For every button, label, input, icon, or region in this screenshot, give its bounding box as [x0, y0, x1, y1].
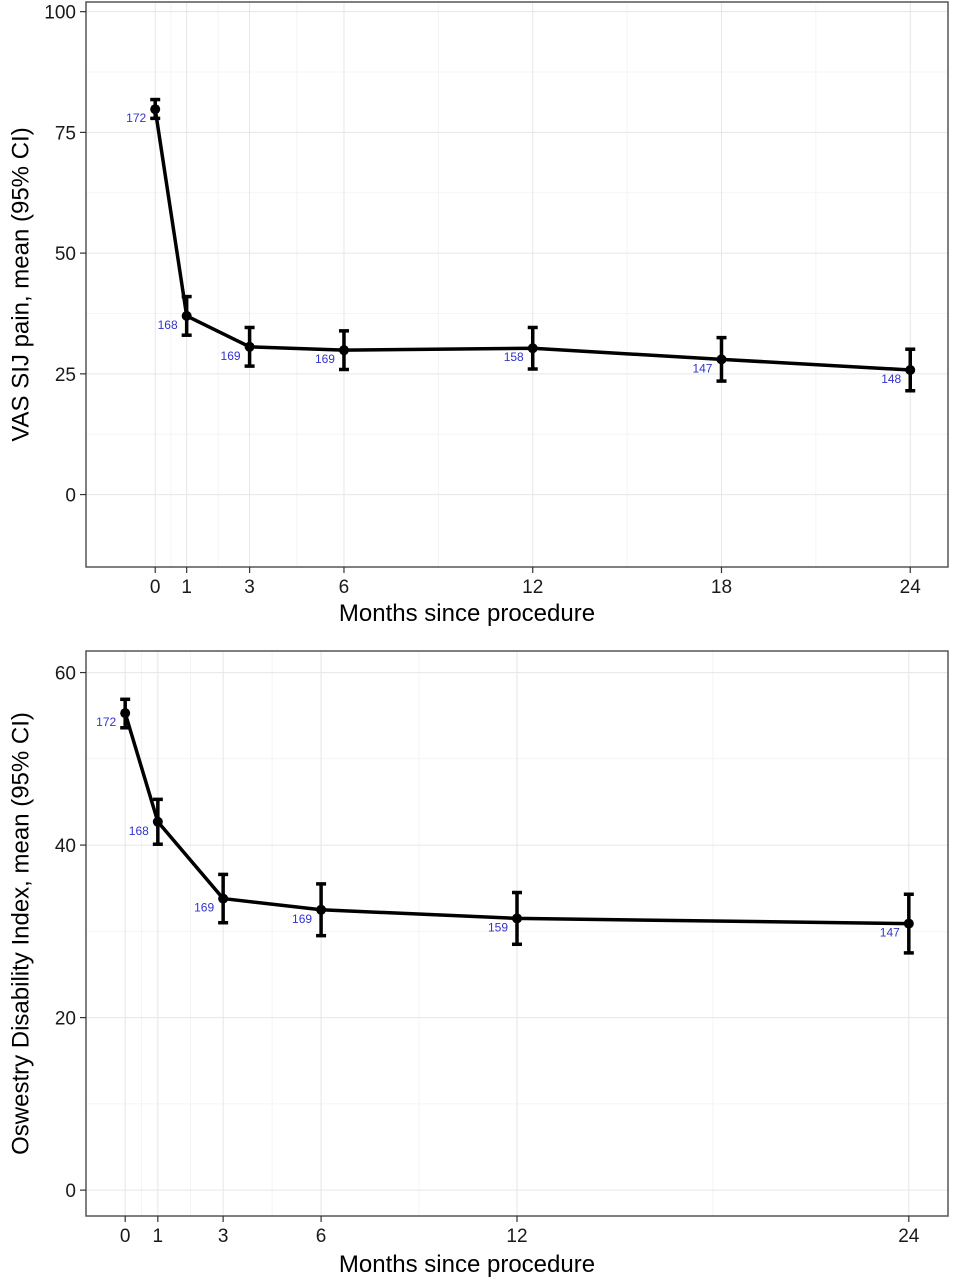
data-point	[338, 345, 349, 356]
x-tick-label: 1	[181, 577, 192, 598]
y-tick-label: 20	[55, 1009, 76, 1030]
y-tick-label: 100	[44, 3, 76, 24]
data-point	[218, 893, 229, 904]
data-point	[152, 816, 163, 827]
x-tick-label: 24	[900, 577, 922, 598]
y-tick-label: 0	[65, 486, 76, 507]
x-tick-label: 0	[120, 1226, 131, 1247]
sample-size-label: 169	[221, 349, 241, 363]
series-line	[123, 712, 909, 926]
x-tick-label: 3	[244, 577, 255, 598]
x-tick-label: 0	[150, 577, 161, 598]
sample-size-label: 169	[194, 901, 214, 915]
sample-size-label: 159	[488, 920, 508, 934]
y-tick-label: 50	[55, 244, 76, 265]
x-axis-title: Months since procedure	[339, 600, 595, 627]
x-tick-label: 3	[218, 1226, 229, 1247]
y-axis-title: Oswestry Disability Index, mean (95% CI)	[7, 712, 34, 1155]
data-point	[120, 708, 131, 719]
data-point	[316, 904, 327, 915]
y-tick-label: 25	[55, 365, 76, 386]
sample-size-label: 148	[881, 372, 901, 386]
y-tick-label: 75	[55, 123, 76, 144]
data-point	[150, 104, 161, 115]
x-tick-label: 18	[711, 577, 732, 598]
sample-size-label: 147	[880, 926, 900, 940]
x-tick-label: 1	[153, 1226, 164, 1247]
x-tick-label: 6	[339, 577, 350, 598]
x-tick-label: 6	[316, 1226, 327, 1247]
sample-size-label: 169	[292, 912, 312, 926]
y-tick-label: 0	[65, 1181, 76, 1202]
sample-size-label: 168	[129, 824, 149, 838]
y-tick-label: 60	[55, 664, 76, 685]
sample-size-label: 158	[504, 350, 524, 364]
sample-size-label: 172	[126, 111, 146, 125]
sample-size-label: 169	[315, 352, 335, 366]
x-axis-title: Months since procedure	[339, 1251, 595, 1278]
panel-border	[85, 1, 949, 568]
data-point	[244, 341, 255, 352]
data-point	[903, 918, 914, 929]
x-tick-label: 12	[522, 577, 543, 598]
sample-size-label: 172	[96, 715, 116, 729]
oswestry-chart: 0 1 3 6 12 24 0 20 40 60 Months since procedure Osw…	[7, 650, 949, 1278]
y-axis-title: VAS SIJ pain, mean (95% CI)	[7, 127, 34, 441]
data-point	[527, 343, 538, 354]
sample-size-label: 147	[692, 361, 712, 375]
y-tick-label: 40	[55, 836, 76, 857]
x-tick-label: 24	[898, 1226, 920, 1247]
data-point	[512, 913, 522, 924]
data-point	[905, 364, 916, 375]
x-tick-label: 12	[506, 1226, 527, 1247]
data-point	[716, 354, 727, 365]
data-point	[181, 310, 192, 321]
sample-size-label: 168	[158, 318, 178, 332]
